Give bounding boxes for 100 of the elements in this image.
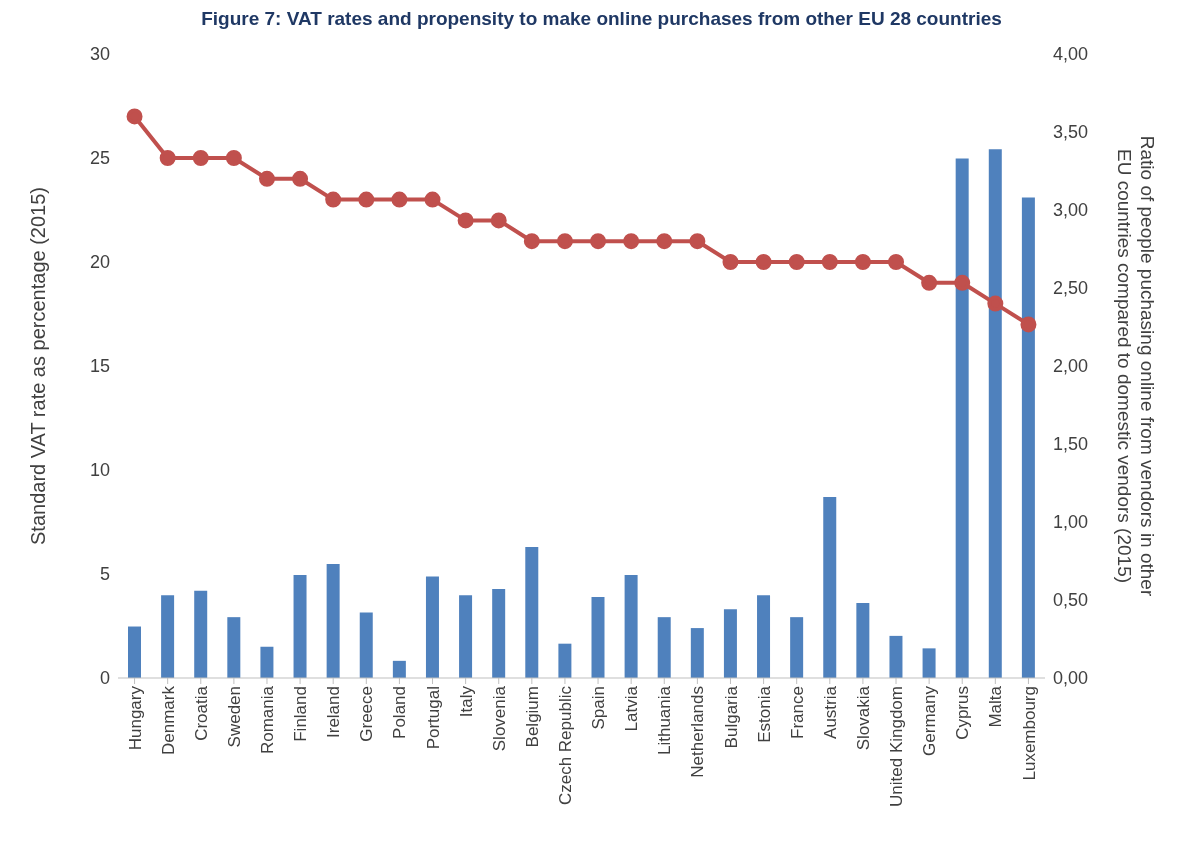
x-tick-label: France [787,686,807,739]
point [523,233,540,250]
x-tick-label: Netherlands [688,686,708,778]
bar [194,590,208,678]
point [722,254,739,270]
bar [326,564,340,678]
y-tick-label: 25 [89,148,110,169]
point [623,233,640,250]
x-tick-label: Sweden [224,686,244,748]
point [821,254,838,270]
point [292,170,309,187]
point [689,233,706,250]
point [490,212,507,229]
chart-title: Figure 7: VAT rates and propensity to make online purchases from other EU 28 countries [200,8,1003,31]
x-tick-label: Austria [820,685,840,739]
y2-tick-label: 0,00 [1053,668,1089,689]
bar [260,646,274,678]
x-tick-label: Czech Republic [556,685,576,806]
x-tick-label: Italy [456,685,476,718]
point [921,274,938,291]
y-tick-label: 20 [89,252,110,273]
bar [823,497,837,678]
point [656,233,673,250]
x-tick-label: Estonia [754,685,774,743]
bar [359,612,373,678]
bar [690,628,704,678]
bar [161,595,175,678]
point [556,233,573,250]
point [854,254,871,270]
bar [922,648,936,678]
point [225,150,242,166]
x-tick-label: Ireland [324,686,344,738]
bar [856,603,870,678]
point [358,191,375,208]
bar [425,576,439,678]
x-tick-label: Poland [390,686,410,739]
x-tick-label: Malta [986,685,1006,728]
point [987,295,1004,312]
x-tick-label: Latvia [622,685,642,732]
x-tick-label: Hungary [125,685,145,751]
y-tick-label: 0 [99,668,110,689]
bar [459,595,473,678]
x-tick-label: Slovenia [489,685,509,752]
point [755,254,772,270]
x-tick-label: Lithuania [655,685,675,756]
point [159,150,176,166]
y2-tick-label: 2,50 [1053,278,1089,299]
y2-axis-title: Ratio of people puchasing online from vendors in other EU countries compared to domestic vendors (2015) [1114,135,1158,597]
bar [757,595,771,678]
y-tick-label: 15 [89,356,110,377]
point [391,191,408,208]
bar [392,660,406,678]
y2-tick-label: 1,00 [1053,512,1089,533]
point [954,274,971,291]
x-tick-label: Romania [258,685,278,755]
point [192,150,209,166]
y2-tick-label: 0,50 [1053,590,1089,611]
bar [723,609,737,678]
bar [988,149,1002,678]
y2-tick-label: 4,00 [1053,44,1089,65]
point [457,212,474,229]
x-tick-label: Spain [589,686,609,730]
x-tick-label: Belgium [522,686,542,748]
point [325,191,342,208]
x-tick-label: Denmark [158,685,178,755]
y2-tick-label: 3,50 [1053,122,1089,143]
y2-tick-label: 1,50 [1053,434,1089,455]
bar [790,617,804,678]
y2-tick-label: 2,00 [1053,356,1089,377]
x-tick-label: Finland [291,686,311,742]
bar [1021,197,1035,678]
point [888,254,905,270]
y2-tick-label: 3,00 [1053,200,1089,221]
y-axis-title: Standard VAT rate as percentage (2015) [27,187,50,545]
x-tick-label: Germany [920,685,940,756]
bar [525,546,539,678]
point [258,170,275,187]
y-tick-label: 10 [89,460,110,481]
bar [889,635,903,678]
bar [624,575,638,678]
bar [657,617,671,678]
x-tick-label: Cyprus [953,686,973,740]
point [424,191,441,208]
x-tick-label: Croatia [191,685,211,741]
x-tick-label: Slovakia [853,685,873,751]
point [126,108,143,125]
x-tick-label: Portugal [423,686,443,750]
point [788,254,805,270]
x-tick-label: United Kingdom [887,686,907,807]
bar [227,617,241,678]
y-tick-label: 30 [89,44,110,65]
bar [293,575,307,678]
point [1020,316,1037,333]
point [590,233,607,250]
bar [558,643,572,678]
x-tick-label: Luxembourg [1019,686,1039,781]
bar [492,589,506,678]
y-tick-label: 5 [99,564,110,585]
bar [591,596,605,678]
x-tick-label: Bulgaria [721,685,741,749]
